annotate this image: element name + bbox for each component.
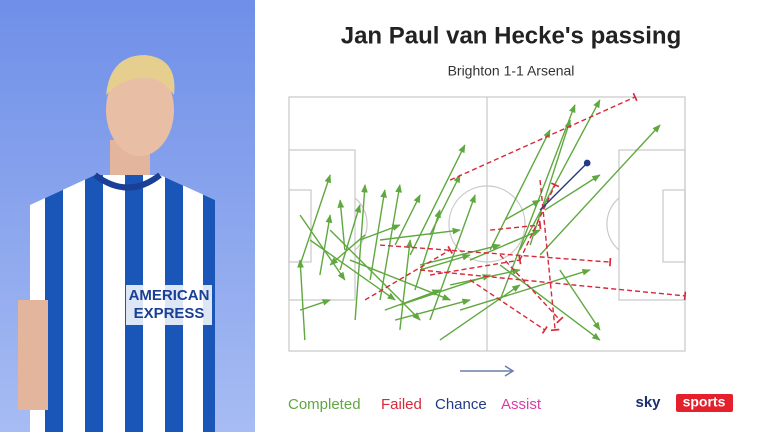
pass (339, 204, 361, 271)
pass (529, 119, 572, 246)
chart-title: Jan Paul van Hecke's passing (341, 22, 682, 49)
pass (379, 227, 461, 241)
pass (499, 264, 601, 341)
pass (379, 184, 402, 301)
pass (319, 214, 333, 276)
failed-pass (490, 220, 542, 231)
pass (419, 253, 471, 271)
failed-pass (364, 245, 454, 301)
pass (519, 99, 601, 251)
pass (359, 224, 401, 241)
failed-pass (539, 179, 560, 332)
pass (429, 174, 461, 236)
failed-pass (449, 92, 638, 181)
failed-pass (429, 255, 522, 276)
failed-pass (380, 244, 612, 267)
pass (409, 144, 466, 256)
pass (544, 174, 601, 211)
sponsor-line-2: EXPRESS (134, 305, 205, 322)
pass (504, 199, 541, 221)
failed-pass (519, 182, 560, 261)
logo-sports: sports (683, 394, 726, 410)
logo-sky: sky (635, 394, 661, 411)
pass (469, 229, 541, 261)
legend-entry: Assist (501, 396, 542, 413)
sponsor-line-1: AMERICAN (129, 287, 210, 304)
failed-pass (420, 269, 687, 301)
direction-arrow (460, 365, 515, 377)
passes (297, 92, 687, 341)
pass (329, 229, 421, 321)
chart-subtitle: Brighton 1-1 Arsenal (448, 63, 575, 79)
pass (559, 269, 601, 331)
pass (439, 284, 521, 341)
pass (369, 189, 387, 280)
logo-box (676, 394, 733, 412)
legend-entry: Failed (381, 396, 422, 413)
pass (337, 199, 346, 250)
pass (394, 194, 421, 246)
pass (399, 239, 413, 330)
pass (299, 299, 331, 311)
player-figure: AMERICAN EXPRESS (18, 55, 215, 432)
pass (539, 159, 591, 211)
legend-entry: Chance (435, 396, 487, 413)
pass (354, 184, 368, 321)
pass (394, 298, 471, 321)
pass (299, 174, 331, 266)
failed-pass (499, 254, 564, 324)
pass (329, 234, 366, 266)
pass (299, 214, 346, 281)
pass (384, 289, 441, 311)
legend-entry: Completed (288, 396, 361, 413)
pass (489, 129, 551, 251)
pass (459, 268, 591, 311)
pass (297, 259, 306, 341)
pass (419, 243, 501, 266)
failed-pass (469, 279, 548, 334)
logo: sky sports (635, 394, 733, 412)
legend: Completed Failed Chance Assist (288, 396, 542, 413)
pass (539, 124, 661, 256)
pass (450, 268, 521, 286)
